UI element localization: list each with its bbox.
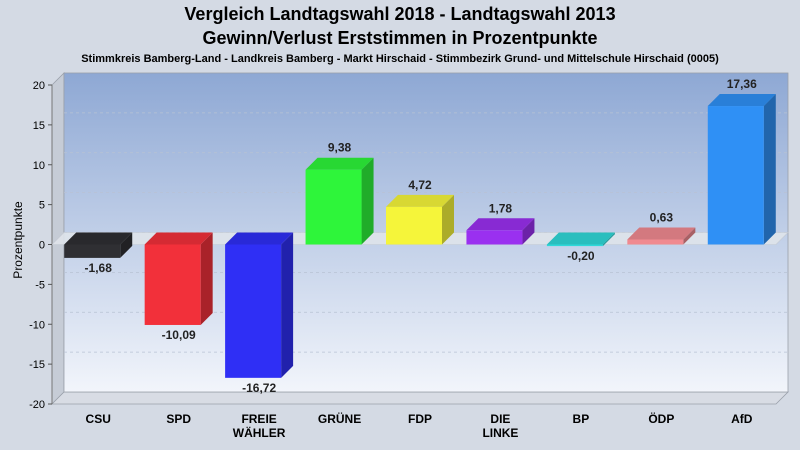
bar xyxy=(64,232,133,258)
chart-caption: Stimmkreis Bamberg-Land - Landkreis Bamb… xyxy=(81,53,719,65)
bar-top xyxy=(627,227,696,240)
bar-top xyxy=(225,232,294,245)
bar-top xyxy=(466,218,535,231)
x-tick-label: GRÜNE xyxy=(318,411,361,426)
x-tick-label: FDP xyxy=(408,412,432,426)
x-tick-label: BP xyxy=(573,412,590,426)
y-tick-label: 10 xyxy=(33,160,45,172)
value-label: 9,38 xyxy=(328,141,352,155)
y-tick-label: -5 xyxy=(35,279,45,291)
plot-floor xyxy=(51,391,789,405)
bar-top xyxy=(386,194,454,207)
bar-side xyxy=(683,227,696,245)
x-tick-label: LINKE xyxy=(482,426,518,440)
bar-front xyxy=(305,169,362,245)
bar-front xyxy=(627,239,684,245)
y-tick-label: -20 xyxy=(29,399,45,411)
x-tick-label: AfD xyxy=(731,412,753,426)
bar-front xyxy=(64,244,121,258)
bar-front xyxy=(144,244,201,325)
bar-side xyxy=(763,94,776,245)
bar xyxy=(225,232,294,378)
bar-top xyxy=(546,232,615,245)
x-tick-label: WÄHLER xyxy=(233,425,286,440)
bar xyxy=(305,157,374,245)
bar xyxy=(627,227,696,245)
y-tick-label: 15 xyxy=(33,120,45,132)
bar-top xyxy=(305,157,374,170)
x-tick-label: ÖDP xyxy=(648,411,674,426)
chart-subtitle: Gewinn/Verlust Erststimmen in Prozentpun… xyxy=(202,28,598,48)
bar-top xyxy=(144,232,213,245)
y-tick-label: -10 xyxy=(29,319,45,331)
y-tick-label: 5 xyxy=(39,200,45,212)
bar xyxy=(707,94,776,245)
value-label: 4,72 xyxy=(408,178,432,192)
x-tick-label: FREIE xyxy=(241,412,276,426)
bar xyxy=(466,218,535,245)
value-label: 0,63 xyxy=(650,210,674,224)
value-label: 17,36 xyxy=(727,77,757,91)
bar-side xyxy=(522,218,535,245)
bar-front xyxy=(707,106,764,245)
y-tick-label: 0 xyxy=(39,240,45,252)
x-tick-label: CSU xyxy=(86,412,111,426)
bar-side xyxy=(281,232,294,378)
y-tick-label: -15 xyxy=(29,359,45,371)
bar-top xyxy=(707,94,776,107)
value-label: -16,72 xyxy=(242,381,276,395)
bar-side xyxy=(442,194,454,245)
bar-front xyxy=(386,206,442,245)
bar xyxy=(546,232,615,247)
bar-front xyxy=(546,244,603,247)
bar-side xyxy=(120,232,133,258)
value-label: -0,20 xyxy=(567,249,595,263)
value-label: 1,78 xyxy=(489,201,513,215)
chart-title: Vergleich Landtagswahl 2018 - Landtagswa… xyxy=(184,4,616,24)
y-tick-label: 20 xyxy=(33,80,45,92)
bar-side xyxy=(200,232,213,325)
bar-side xyxy=(602,232,615,247)
bar-front xyxy=(225,244,282,378)
bar-front xyxy=(466,230,523,245)
x-tick-label: DIE xyxy=(490,412,510,426)
x-tick-label: SPD xyxy=(166,412,191,426)
value-label: -10,09 xyxy=(162,328,196,342)
bar xyxy=(386,194,454,245)
bar xyxy=(144,232,213,325)
value-label: -1,68 xyxy=(85,261,113,275)
bar-top xyxy=(64,232,133,245)
bar-side xyxy=(361,157,374,245)
y-axis-label: Prozentpunkte xyxy=(11,201,25,279)
